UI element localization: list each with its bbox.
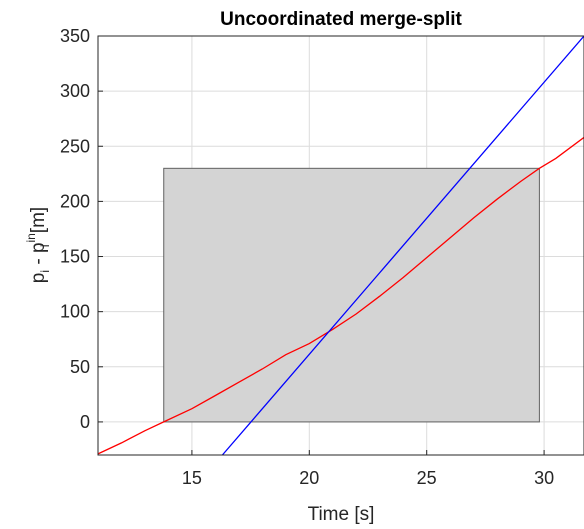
series-group [97, 35, 584, 456]
y-tick-label: 150 [60, 247, 90, 267]
y-tick-label: 100 [60, 302, 90, 322]
y-label-mid: - p [28, 242, 49, 269]
y-label-sup: in [24, 233, 38, 242]
y-tick-label: 200 [60, 191, 90, 211]
x-tick-label: 15 [182, 468, 202, 488]
shaded-rectangle [163, 167, 540, 423]
y-tick-label: 0 [80, 412, 90, 432]
y-axis-label: pi - pini [m] [24, 207, 52, 283]
series-line-2 [221, 35, 584, 456]
x-tick-label: 30 [534, 468, 554, 488]
series-line-1 [97, 136, 584, 455]
shaded-region [163, 167, 540, 423]
chart-title: Uncoordinated merge-split [220, 9, 462, 30]
y-tick-label: 250 [60, 136, 90, 156]
y-label-main: p [28, 273, 49, 284]
y-label-sub1: i [38, 270, 52, 273]
y-label-unit: [m] [28, 207, 49, 239]
y-tick-label: 350 [60, 26, 90, 46]
y-label-sub2: i [38, 244, 52, 247]
x-tick-label: 20 [299, 468, 319, 488]
x-axis-label: Time [s] [308, 504, 375, 525]
x-tick-label: 25 [417, 468, 437, 488]
y-tick-label: 50 [70, 357, 90, 377]
axes-frame [97, 35, 584, 456]
y-tick-label: 300 [60, 81, 90, 101]
